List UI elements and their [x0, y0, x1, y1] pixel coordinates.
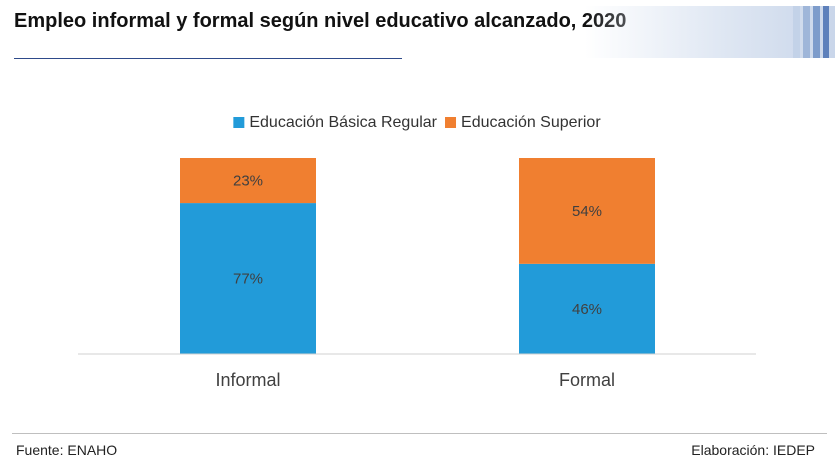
data-label: 54%	[572, 203, 602, 220]
legend-label: Educación Básica Regular	[249, 114, 437, 131]
bar-segment	[519, 158, 655, 264]
data-label: 46%	[572, 301, 602, 318]
legend-swatch	[445, 117, 457, 128]
x-tick-label: Formal	[559, 370, 615, 390]
title-underline	[14, 58, 402, 59]
header-stripe	[813, 6, 820, 58]
data-label: 23%	[233, 173, 263, 190]
credit-note: Elaboración: IEDEP	[691, 442, 815, 458]
x-axis-ticks: Informal Formal	[215, 370, 615, 390]
chart-legend: Educación Básica Regular Educación Superi…	[233, 114, 601, 131]
source-note: Fuente: ENAHO	[16, 442, 118, 458]
x-tick-label: Informal	[215, 370, 280, 390]
legend-item: Educación Superior	[445, 114, 601, 131]
legend-swatch	[233, 117, 245, 128]
bar-segment	[180, 203, 316, 354]
footer-divider	[12, 433, 827, 434]
legend-item: Educación Básica Regular	[233, 114, 438, 131]
chart-bars: 77% 23% 46% 54%	[180, 158, 655, 354]
bar-segment	[180, 158, 316, 204]
legend-label: Educación Superior	[461, 114, 601, 131]
header-stripe	[823, 6, 829, 58]
header-stripe	[793, 6, 800, 58]
chart-area: Educación Básica Regular Educación Superi…	[78, 114, 756, 390]
chart-title: Empleo informal y formal según nivel edu…	[14, 10, 627, 32]
bar-segment	[519, 263, 655, 354]
data-label: 77%	[233, 271, 263, 288]
header-stripe	[803, 6, 810, 58]
